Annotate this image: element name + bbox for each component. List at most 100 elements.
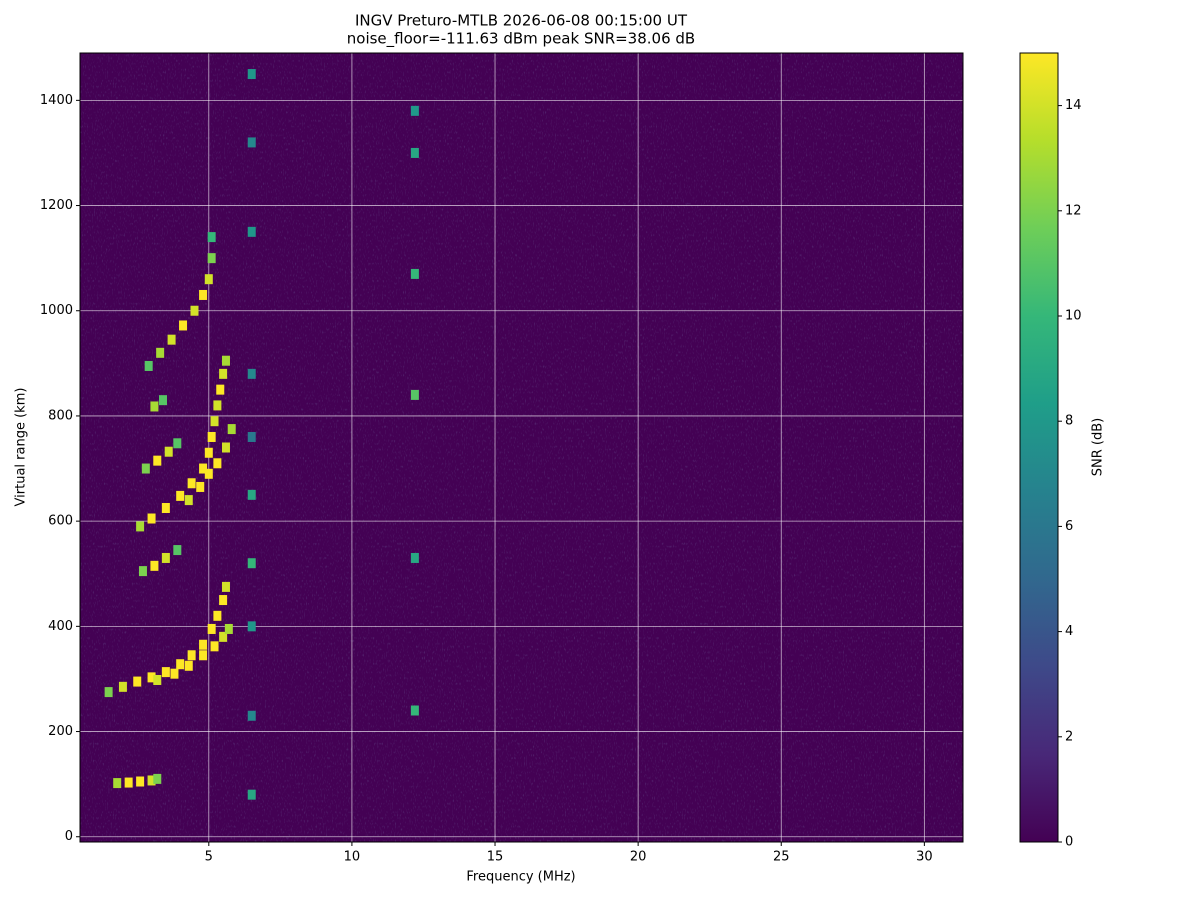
colorbar-tick-label: 10 [1065, 309, 1082, 324]
echo-cell [410, 268, 419, 279]
x-tick-label: 30 [916, 850, 933, 865]
echo-cell [204, 447, 213, 458]
echo-cell [213, 610, 222, 621]
echo-cell [247, 710, 256, 721]
x-tick-label: 25 [773, 850, 790, 865]
y-tick-label: 0 [65, 829, 73, 844]
echo-cell [213, 458, 222, 469]
y-tick-label: 200 [48, 724, 73, 739]
y-tick-label: 400 [48, 619, 73, 634]
colorbar-tick-label: 0 [1065, 835, 1073, 850]
echo-cell [104, 687, 113, 698]
chart-subtitle: noise_floor=-111.63 dBm peak SNR=38.06 d… [347, 30, 695, 49]
echo-cell [153, 674, 162, 685]
echo-cell [173, 438, 182, 449]
echo-cell [247, 789, 256, 800]
echo-cell [161, 502, 170, 513]
echo-cell [213, 400, 222, 411]
echo-cell [221, 442, 230, 453]
echo-cell [216, 384, 225, 395]
echo-cell [210, 416, 219, 427]
y-tick-label: 1000 [40, 303, 73, 318]
echo-cell [204, 274, 213, 285]
echo-cell [147, 775, 156, 786]
echo-cell [187, 650, 196, 661]
echo-cell [144, 360, 153, 371]
echo-cell [247, 489, 256, 500]
echo-cell [184, 495, 193, 506]
echo-cell [184, 660, 193, 671]
echo-cell [221, 581, 230, 592]
echo-cell [176, 659, 185, 670]
echo-cell [113, 778, 122, 789]
echo-cell [161, 552, 170, 563]
echo-cell [247, 558, 256, 569]
echo-cell [141, 463, 150, 474]
echo-cell [147, 672, 156, 683]
plot-frame [79, 52, 964, 843]
echo-cell [247, 69, 256, 80]
y-tick-label: 1400 [40, 93, 73, 108]
echo-cell [207, 232, 216, 243]
echo-cell [207, 253, 216, 264]
echo-cell [161, 667, 170, 678]
echo-cell [210, 641, 219, 652]
echo-cell [147, 513, 156, 524]
colorbar-tick-label: 12 [1065, 203, 1082, 218]
echo-cell [247, 431, 256, 442]
echo-cell [136, 776, 145, 787]
echo-cell [173, 545, 182, 556]
echo-cell [227, 424, 236, 435]
y-tick-label: 800 [48, 408, 73, 423]
echo-cell [138, 566, 147, 577]
echo-cell [150, 401, 159, 412]
echo-cell [153, 455, 162, 466]
echo-cell [219, 595, 228, 606]
colorbar-tick-label: 8 [1065, 414, 1073, 429]
colorbar-tick-label: 2 [1065, 729, 1073, 744]
echo-cell [199, 639, 208, 650]
echo-cell [159, 395, 168, 406]
echo-cell [156, 347, 165, 358]
echo-cell [219, 368, 228, 379]
echo-cell [164, 446, 173, 457]
x-tick-label: 5 [205, 850, 213, 865]
echo-cell [124, 777, 133, 788]
echo-cell [153, 773, 162, 784]
echo-cell [170, 668, 179, 679]
echo-cell [219, 631, 228, 642]
echo-cell [133, 676, 142, 687]
colorbar-tick-label: 6 [1065, 519, 1073, 534]
colorbar-tick-label: 4 [1065, 624, 1073, 639]
x-axis-label: Frequency (MHz) [466, 870, 575, 885]
echo-cell [196, 481, 205, 492]
echo-cell [199, 463, 208, 474]
echo-cell [410, 105, 419, 116]
echo-cell [136, 521, 145, 532]
x-tick-label: 10 [344, 850, 361, 865]
echo-cell [187, 478, 196, 489]
echo-cell [247, 368, 256, 379]
echo-cell [176, 490, 185, 501]
colorbar-label: SNR (dB) [1091, 418, 1106, 476]
echo-cell [410, 705, 419, 716]
echo-cell [410, 147, 419, 158]
echo-cell [247, 226, 256, 237]
echo-cell [410, 552, 419, 563]
noise-texture [80, 53, 963, 842]
y-tick-label: 1200 [40, 198, 73, 213]
echo-cell [204, 468, 213, 479]
colorbar [1019, 52, 1059, 843]
y-axis-label: Virtual range (km) [14, 388, 29, 507]
chart-title: INGV Preturo-MTLB 2026-06-08 00:15:00 UT [355, 12, 688, 30]
echo-cell [179, 320, 188, 331]
echo-cell [190, 305, 199, 316]
echo-cell [150, 560, 159, 571]
y-tick-label: 600 [48, 514, 73, 529]
echo-cell [221, 355, 230, 366]
x-tick-label: 15 [487, 850, 504, 865]
echo-cell [207, 623, 216, 634]
echo-cell [199, 650, 208, 661]
echo-cell [410, 389, 419, 400]
